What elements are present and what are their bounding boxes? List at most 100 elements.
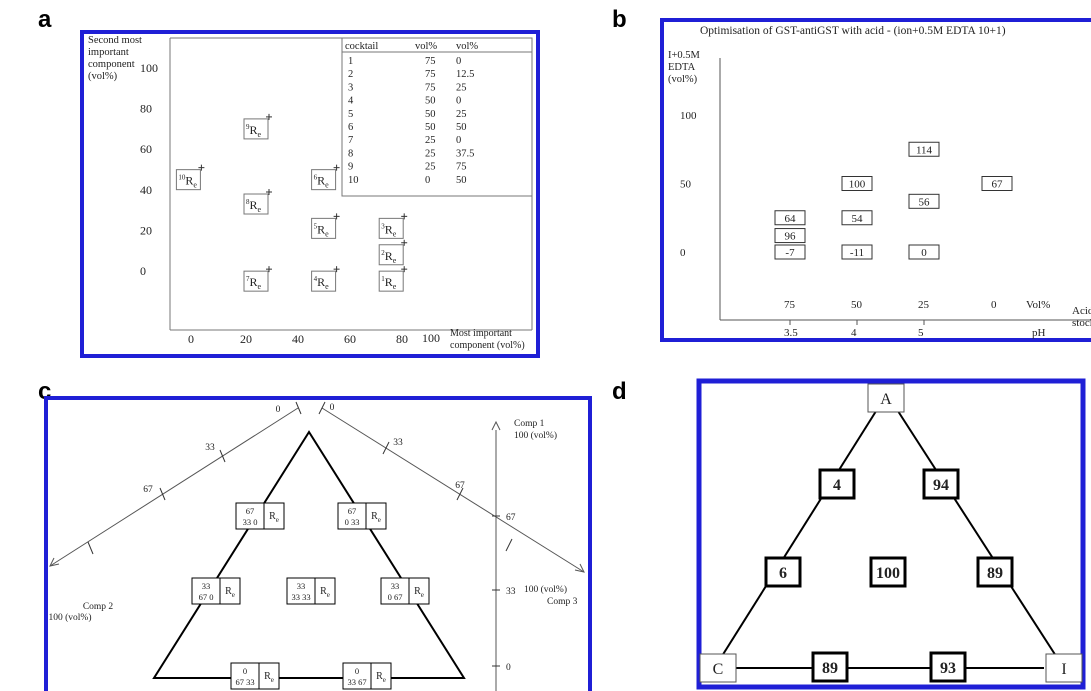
c-re-frame [258, 662, 280, 690]
b-ph-tick: 4 [851, 327, 857, 339]
a-re-point: 10Re [175, 164, 205, 191]
a-table-cell: 50 [425, 96, 436, 107]
a-re-label: 8Re [246, 198, 262, 214]
a-table-cell: 75 [425, 82, 436, 93]
a-xtick-label: 80 [396, 332, 408, 346]
a-re-point: 8Re [243, 189, 272, 215]
a-re-box [311, 217, 337, 239]
c-composition-top: 33 [297, 581, 306, 591]
c-comp2-unit: 100 (vol%) [48, 612, 91, 623]
b-ytick-label: 50 [680, 179, 692, 191]
a-table-cell: 7 [348, 135, 353, 146]
b-vol-tick: 50 [851, 299, 863, 311]
c-composition-bottom: 33 67 [347, 677, 366, 687]
panel-d-letter: d [612, 378, 627, 405]
d-value-label: 94 [933, 477, 949, 494]
c-comp1-unit: 100 (vol%) [514, 430, 557, 441]
b-ytick-label: 0 [680, 247, 686, 259]
b-ph-label: pH [1032, 327, 1046, 339]
c-left-tick-mark [219, 449, 226, 463]
c-left-tick-mark [159, 487, 166, 501]
d-vertex-label: I [1061, 661, 1066, 678]
b-value-box-frame [981, 176, 1013, 191]
c-up-arrow-icon [491, 420, 501, 431]
d-vertex-frame [699, 653, 737, 683]
c-re-frame [408, 577, 430, 605]
c-composition-bottom: 67 33 [235, 677, 254, 687]
c-composition-top: 67 [246, 506, 255, 516]
a-xtick-label: 60 [344, 332, 356, 346]
a-table-cell: 25 [456, 109, 467, 120]
b-title: Optimisation of GST-antiGST with acid - … [700, 25, 1006, 37]
a-ylabel-line3: component [88, 59, 135, 70]
d-value-box-center: 100 [869, 556, 907, 588]
a-re-point: 7Re [243, 266, 272, 292]
b-value-box: 100 [841, 176, 873, 191]
a-re-label: 4Re [314, 275, 330, 291]
a-xlabel-tick: 100 [422, 331, 440, 345]
c-left-tick-label: 0 [276, 405, 281, 415]
b-value-box-frame [908, 244, 940, 260]
a-table-cell: 8 [348, 148, 353, 159]
panel-b-plot: Optimisation of GST-antiGST with acid - … [660, 18, 1091, 342]
d-value-frame [976, 556, 1014, 588]
c-re-frame [219, 577, 241, 605]
a-re-box [243, 193, 269, 215]
c-composition-top: 0 [243, 666, 247, 676]
a-table-cell: 9 [348, 162, 353, 173]
c-re-label: Re [264, 671, 274, 684]
b-value-label: 56 [919, 196, 931, 208]
a-xtick-label: 0 [188, 332, 194, 346]
c-left-arrow-icon [49, 557, 60, 567]
d-value-frame [764, 556, 802, 588]
c-re-frame [314, 577, 336, 605]
c-left-tick-mark [87, 541, 94, 555]
a-table-header: vol% [415, 41, 437, 52]
a-table-cell: 12.5 [456, 69, 474, 80]
b-value-box-frame [908, 141, 940, 157]
c-vertical-tick-label: 67 [506, 513, 516, 523]
a-re-point: 9Re [243, 113, 272, 140]
a-table-cell: 3 [348, 82, 353, 93]
b-value-box-frame [774, 210, 806, 226]
c-left-tick-label: 67 [143, 485, 153, 495]
a-re-box [175, 169, 201, 191]
b-value-box-frame [841, 176, 873, 191]
a-table-cell: 50 [456, 122, 467, 133]
b-ytick-label: 100 [680, 110, 697, 122]
c-re-frame [365, 502, 387, 530]
d-value-box-right-lower: 89 [976, 556, 1014, 588]
panel-b-frame [660, 18, 1091, 342]
a-table-cell: 50 [425, 109, 436, 120]
c-composition-bottom: 0 33 [345, 517, 360, 527]
a-table-cell: 0 [456, 135, 461, 146]
a-ytick-label: 40 [140, 183, 152, 197]
d-value-label: 4 [833, 477, 841, 494]
a-table-header: cocktail [345, 41, 378, 52]
a-re-label: 6Re [314, 174, 330, 190]
a-ytick-label: 0 [140, 264, 146, 278]
c-re-label: Re [414, 586, 424, 599]
b-value-label: 114 [916, 144, 933, 156]
a-table-header: vol% [456, 41, 478, 52]
a-table-cell: 0 [456, 56, 461, 67]
a-re-label: 1Re [381, 275, 397, 291]
c-composition-top: 33 [391, 581, 400, 591]
c-composition-bottom: 33 33 [291, 592, 310, 602]
a-re-label: 3Re [381, 222, 397, 238]
d-value-box-bottom-left: 89 [811, 651, 849, 683]
a-re-box [311, 270, 337, 292]
a-ytick-label: 100 [140, 61, 158, 75]
panel-b-letter: b [612, 6, 627, 33]
a-table-frame [341, 37, 533, 197]
a-table-cell: 50 [425, 122, 436, 133]
a-table-cell: 4 [348, 96, 354, 107]
panel-d-diagram: A C I 4 94 6 100 89 89 93 [696, 378, 1086, 690]
c-re-label: Re [225, 586, 235, 599]
c-right-tick-mark [318, 401, 326, 415]
b-value-box: -7 [774, 244, 806, 260]
c-right-tick-mark [505, 538, 513, 552]
c-right-arrow-icon [574, 563, 585, 573]
